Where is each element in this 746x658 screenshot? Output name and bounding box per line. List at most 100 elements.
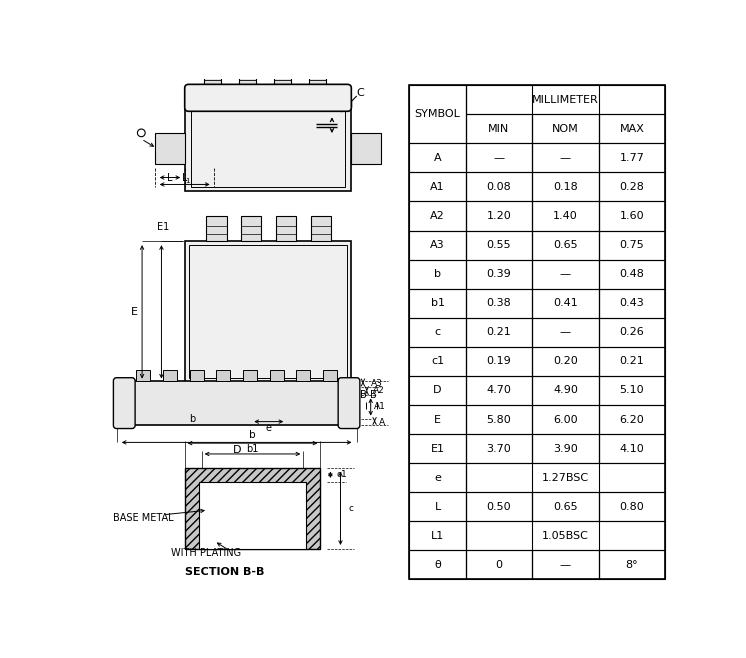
Text: 0.28: 0.28 [619,182,645,192]
Bar [189,245,347,378]
Text: SECTION B-B: SECTION B-B [185,567,264,577]
Text: —: — [560,327,571,338]
Bar [351,133,380,164]
Bar [189,370,204,381]
Bar [466,347,532,376]
FancyBboxPatch shape [113,378,135,428]
Text: 1.20: 1.20 [486,211,511,221]
Bar [239,59,256,86]
Text: c: c [434,327,441,338]
Text: b1: b1 [246,443,259,453]
Text: L: L [182,173,187,184]
Text: 5.10: 5.10 [620,386,645,395]
Text: 0.48: 0.48 [619,269,645,279]
Text: 8°: 8° [626,560,639,570]
Text: SYMBOL: SYMBOL [415,109,460,119]
Bar [276,216,296,241]
Text: 6.20: 6.20 [620,415,645,424]
Text: A2: A2 [372,386,384,395]
Bar [466,550,532,580]
Bar [410,85,665,580]
Text: 1.77: 1.77 [619,153,645,163]
Text: 0.20: 0.20 [553,357,578,367]
Bar [532,550,599,580]
Text: E1: E1 [430,443,445,453]
Bar [198,482,307,549]
Text: 0.75: 0.75 [620,240,645,250]
Bar [155,133,185,164]
Bar [276,383,296,408]
Text: e: e [266,423,272,433]
FancyBboxPatch shape [338,378,360,428]
Bar [274,59,291,86]
Text: —: — [560,153,571,163]
Bar [116,381,357,426]
Text: 0.65: 0.65 [553,502,577,512]
Text: 6.00: 6.00 [553,415,577,424]
Text: c1: c1 [431,357,444,367]
Bar [532,143,599,172]
Text: D: D [232,445,241,455]
Text: A: A [433,153,442,163]
Bar [532,260,599,289]
Text: —: — [560,560,571,570]
Bar [466,172,532,201]
Text: 0.38: 0.38 [486,298,511,308]
Text: c1: c1 [336,470,348,479]
Bar [207,216,227,241]
Text: 3.70: 3.70 [486,443,511,453]
Text: 0.08: 0.08 [486,182,511,192]
Text: —: — [493,153,504,163]
Bar [309,59,326,86]
Text: L1: L1 [431,531,444,541]
Bar [466,405,532,434]
Text: E: E [434,415,441,424]
Text: 1.27BSC: 1.27BSC [542,472,589,483]
Bar [599,230,665,260]
Text: NOM: NOM [552,124,579,134]
Bar [137,370,150,381]
Bar [191,111,345,187]
Bar [410,85,466,143]
Bar [599,405,665,434]
Bar [532,230,599,260]
Bar [216,370,231,381]
Text: B: B [371,390,377,401]
Text: A3: A3 [430,240,445,250]
Text: 4.10: 4.10 [620,443,645,453]
Bar [466,318,532,347]
Text: b: b [434,269,441,279]
Text: L: L [167,172,173,182]
Text: 0.43: 0.43 [620,298,645,308]
Bar [410,405,466,434]
Text: 4.70: 4.70 [486,386,512,395]
Bar [466,434,532,463]
Text: BASE METAL: BASE METAL [113,513,173,523]
Text: L: L [434,502,441,512]
Bar [466,521,665,550]
Bar [532,434,599,463]
Text: 0.21: 0.21 [620,357,645,367]
Bar [410,434,466,463]
Text: C: C [357,88,365,98]
Bar [532,201,599,230]
Bar [599,434,665,463]
Bar [532,289,599,318]
Bar [241,383,261,408]
Bar [599,492,665,521]
Bar [599,260,665,289]
Text: 0.65: 0.65 [553,240,577,250]
Bar [270,370,283,381]
Text: c: c [349,504,354,513]
Text: θ: θ [434,560,441,570]
Bar [296,370,310,381]
Bar [185,468,320,549]
Text: 4.90: 4.90 [553,386,578,395]
Bar [185,241,351,383]
Bar [466,376,532,405]
Bar [466,85,665,114]
Text: 0.41: 0.41 [553,298,578,308]
Bar [410,260,466,289]
Bar [466,289,532,318]
Text: 0.19: 0.19 [486,357,511,367]
